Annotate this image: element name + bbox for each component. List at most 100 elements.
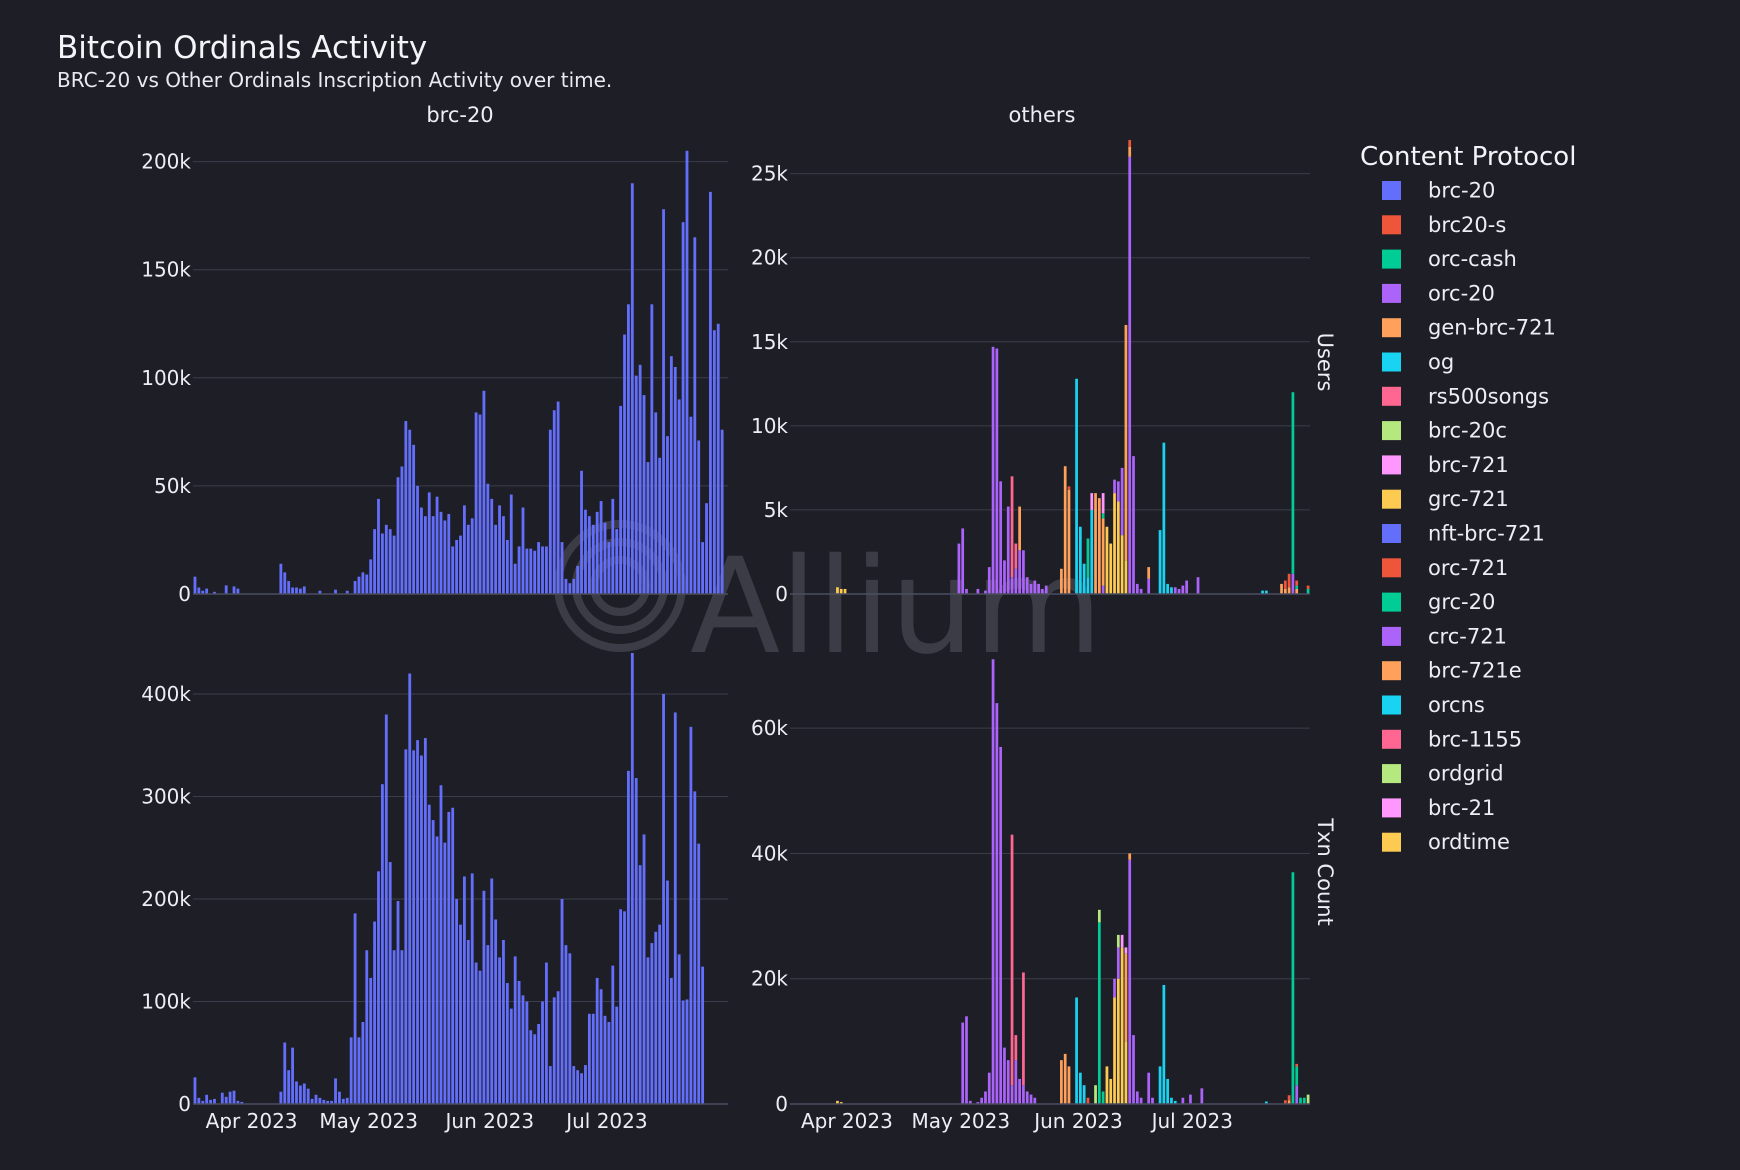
bar-grc-721[interactable]	[1109, 1078, 1113, 1104]
bar-brc-20[interactable]	[548, 429, 552, 594]
bar-brc-20[interactable]	[502, 940, 505, 1104]
bar-orc-20[interactable]	[1147, 1072, 1151, 1104]
bar-brc-20[interactable]	[509, 1008, 513, 1104]
legend-item-orc-721[interactable]: orc-721	[1382, 556, 1508, 580]
bar-grc-721[interactable]	[836, 1100, 839, 1104]
bar-brc-20[interactable]	[716, 323, 720, 594]
bar-brc-20[interactable]	[408, 673, 412, 1105]
bar-brc-20[interactable]	[502, 516, 505, 594]
bar-brc-20c[interactable]	[1094, 1085, 1097, 1104]
bar-brc20-s[interactable]	[1306, 585, 1310, 589]
bar-brc-20[interactable]	[439, 511, 443, 594]
bar-grc-721[interactable]	[1124, 1041, 1128, 1104]
bar-gen-brc-721[interactable]	[1287, 1100, 1291, 1104]
bar-brc-20[interactable]	[287, 581, 291, 594]
bar-orc-20[interactable]	[1022, 1085, 1025, 1104]
bar-orc-20[interactable]	[1147, 578, 1151, 594]
bar-orc-20[interactable]	[965, 1016, 968, 1104]
bar-brc-20[interactable]	[580, 1073, 583, 1104]
bar-orc-20[interactable]	[984, 1091, 987, 1104]
bar-gen-brc-721[interactable]	[1287, 587, 1291, 594]
bar-brc-20[interactable]	[369, 977, 373, 1104]
legend-item-grc-721[interactable]: grc-721	[1382, 487, 1509, 511]
bar-brc-20[interactable]	[630, 653, 634, 1104]
bar-brc-20[interactable]	[392, 535, 396, 594]
bar-orc-20[interactable]	[1029, 1094, 1033, 1104]
bar-brc-20[interactable]	[447, 514, 451, 594]
bar-brc-20[interactable]	[709, 191, 712, 594]
bar-brc-20[interactable]	[498, 957, 501, 1104]
bar-brc-20[interactable]	[404, 749, 408, 1104]
bar-orc-20[interactable]	[999, 481, 1003, 594]
bar-brc-20[interactable]	[646, 462, 650, 594]
legend-item-crc-721[interactable]: crc-721	[1382, 624, 1507, 648]
bar-brc-20[interactable]	[470, 873, 474, 1105]
bar-grc-721[interactable]	[1113, 997, 1116, 1104]
bar-brc-20[interactable]	[662, 694, 665, 1104]
bar-og[interactable]	[1170, 587, 1173, 594]
bar-orc-20[interactable]	[1006, 506, 1010, 594]
bar-brc-20[interactable]	[533, 1034, 537, 1104]
legend-item-brc20-s[interactable]: brc20-s	[1382, 213, 1506, 237]
bar-brc-20[interactable]	[205, 1094, 209, 1104]
bar-brc-20[interactable]	[240, 1101, 244, 1104]
bar-gen-brc-721[interactable]	[1060, 568, 1063, 594]
bar-brc-20[interactable]	[474, 412, 478, 594]
bar-brc-20[interactable]	[607, 1022, 611, 1104]
bar-brc-20[interactable]	[619, 909, 623, 1104]
bar-brc-20[interactable]	[416, 485, 419, 594]
bar-orc-20[interactable]	[1041, 588, 1044, 594]
bar-brc-20[interactable]	[213, 1098, 216, 1105]
bar-brc-20[interactable]	[545, 962, 548, 1104]
legend-item-nft-brc-721[interactable]: nft-brc-721	[1382, 522, 1545, 546]
bar-brc-20[interactable]	[607, 542, 611, 594]
bar-gen-brc-721[interactable]	[1018, 506, 1021, 551]
bar-brc-20[interactable]	[420, 507, 423, 594]
bar-brc-20[interactable]	[353, 913, 357, 1104]
bar-brc20-s[interactable]	[1295, 1063, 1299, 1067]
bar-brc-20[interactable]	[568, 953, 572, 1104]
bar-brc-20[interactable]	[279, 1091, 283, 1104]
bar-orc-20[interactable]	[991, 659, 995, 1104]
bar-brc-20[interactable]	[494, 919, 498, 1105]
bar-brc-20[interactable]	[662, 209, 665, 594]
bar-brc-20[interactable]	[345, 1097, 349, 1104]
bar-orc-20[interactable]	[1014, 1060, 1018, 1104]
bar-orc-20[interactable]	[1200, 1088, 1204, 1104]
bar-brc-20[interactable]	[576, 565, 580, 594]
bar-brc-20[interactable]	[283, 572, 287, 594]
bar-orc-20[interactable]	[999, 746, 1003, 1104]
bar-brc-20[interactable]	[513, 563, 517, 594]
bar-brc-20[interactable]	[693, 237, 697, 595]
bar-orc-20[interactable]	[987, 1072, 991, 1104]
bar-brc-20[interactable]	[341, 1098, 345, 1105]
bar-gen-brc-721[interactable]	[1067, 1066, 1071, 1104]
bar-brc-20[interactable]	[685, 150, 689, 594]
bar-brc-20[interactable]	[388, 529, 392, 594]
bar-orc-20[interactable]	[1132, 1035, 1135, 1104]
bar-brc-20[interactable]	[666, 880, 669, 1104]
bar-brc-20c[interactable]	[1116, 934, 1120, 948]
bar-brc-20[interactable]	[595, 977, 599, 1104]
bar-brc-20[interactable]	[334, 589, 337, 594]
bar-orc-20[interactable]	[1139, 1097, 1143, 1104]
bar-brc-20[interactable]	[197, 1097, 201, 1104]
bar-brc-20[interactable]	[369, 559, 373, 594]
bar-brc-20[interactable]	[470, 518, 474, 594]
bar-brc-20[interactable]	[537, 542, 541, 594]
bar-orc-20[interactable]	[961, 1022, 965, 1104]
bar-brc-20[interactable]	[646, 957, 650, 1104]
bar-orc-20[interactable]	[1185, 580, 1189, 594]
bar-orc-20[interactable]	[1025, 577, 1029, 594]
bar-brc-20[interactable]	[599, 501, 603, 594]
bar-gen-brc-721[interactable]	[1063, 1053, 1067, 1104]
bar-brc-20[interactable]	[384, 524, 388, 594]
bar-brc-20[interactable]	[427, 492, 431, 594]
bar-brc-20[interactable]	[552, 997, 556, 1104]
bar-brc-20[interactable]	[615, 529, 619, 594]
bar-brc-20[interactable]	[205, 588, 209, 594]
bar-brc-20[interactable]	[326, 1100, 330, 1104]
bar-orc-20[interactable]	[1025, 1091, 1029, 1104]
bar-orc-20[interactable]	[1010, 577, 1014, 594]
bar-orc-20[interactable]	[976, 1102, 980, 1104]
